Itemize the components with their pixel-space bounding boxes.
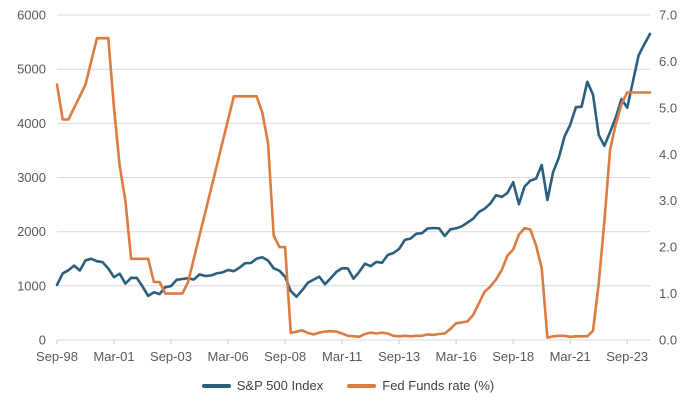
right-axis: 0.0 1.0 2.0 3.0 4.0 5.0 6.0 7.0 (659, 8, 677, 348)
right-axis-label: 4.0 (659, 147, 677, 162)
x-axis-label: Sep-13 (378, 349, 420, 364)
x-axis-label: Mar-01 (93, 349, 134, 364)
left-axis: 0 1000 2000 3000 4000 5000 6000 (17, 8, 46, 348)
right-axis-label: 7.0 (659, 8, 677, 23)
left-axis-label: 4000 (17, 116, 46, 131)
left-axis-label: 0 (39, 333, 46, 348)
right-axis-label: 3.0 (659, 193, 677, 208)
legend-label-sp500: S&P 500 Index (236, 378, 324, 393)
left-axis-label: 5000 (17, 62, 46, 77)
left-axis-label: 3000 (17, 170, 46, 185)
right-axis-label: 0.0 (659, 333, 677, 348)
series-lines (55, 32, 652, 340)
right-axis-label: 6.0 (659, 54, 677, 69)
chart-legend: S&P 500 Index Fed Funds rate (%) (0, 378, 696, 394)
fed-funds-line (55, 36, 652, 340)
right-axis-label: 1.0 (659, 286, 677, 301)
x-axis-label: Sep-98 (36, 349, 78, 364)
legend-label-fed-funds: Fed Funds rate (%) (382, 378, 495, 393)
x-axis-label: Mar-06 (208, 349, 249, 364)
legend-item-fed-funds: Fed Funds rate (%) (347, 378, 494, 394)
x-axis-label: Sep-23 (606, 349, 648, 364)
x-axis-label: Mar-11 (322, 349, 362, 364)
left-axis-label: 1000 (17, 278, 46, 293)
right-axis-label: 2.0 (659, 240, 677, 255)
fed-funds-line-swatch (347, 384, 377, 388)
x-axis-label: Mar-16 (436, 349, 477, 364)
x-axis-label: Sep-08 (264, 349, 306, 364)
x-axis-label: Sep-03 (150, 349, 192, 364)
x-axis-label: Sep-18 (492, 349, 534, 364)
legend-item-sp500: S&P 500 Index (201, 378, 324, 394)
right-axis-label: 5.0 (659, 100, 677, 115)
left-axis-label: 6000 (17, 8, 46, 23)
line-chart: 0 1000 2000 3000 4000 5000 6000 0.0 1.0 2.0 3.0 4.… (17, 8, 677, 365)
x-axis: Sep-98 Mar-01 Sep-03 Mar-06 Sep-08 Mar-11 Sep-… (36, 340, 648, 364)
sp500-line (55, 32, 652, 299)
gridlines (57, 14, 650, 341)
left-axis-label: 2000 (17, 224, 46, 239)
x-axis-label: Mar-21 (550, 349, 591, 364)
sp500-line-swatch (201, 384, 231, 388)
